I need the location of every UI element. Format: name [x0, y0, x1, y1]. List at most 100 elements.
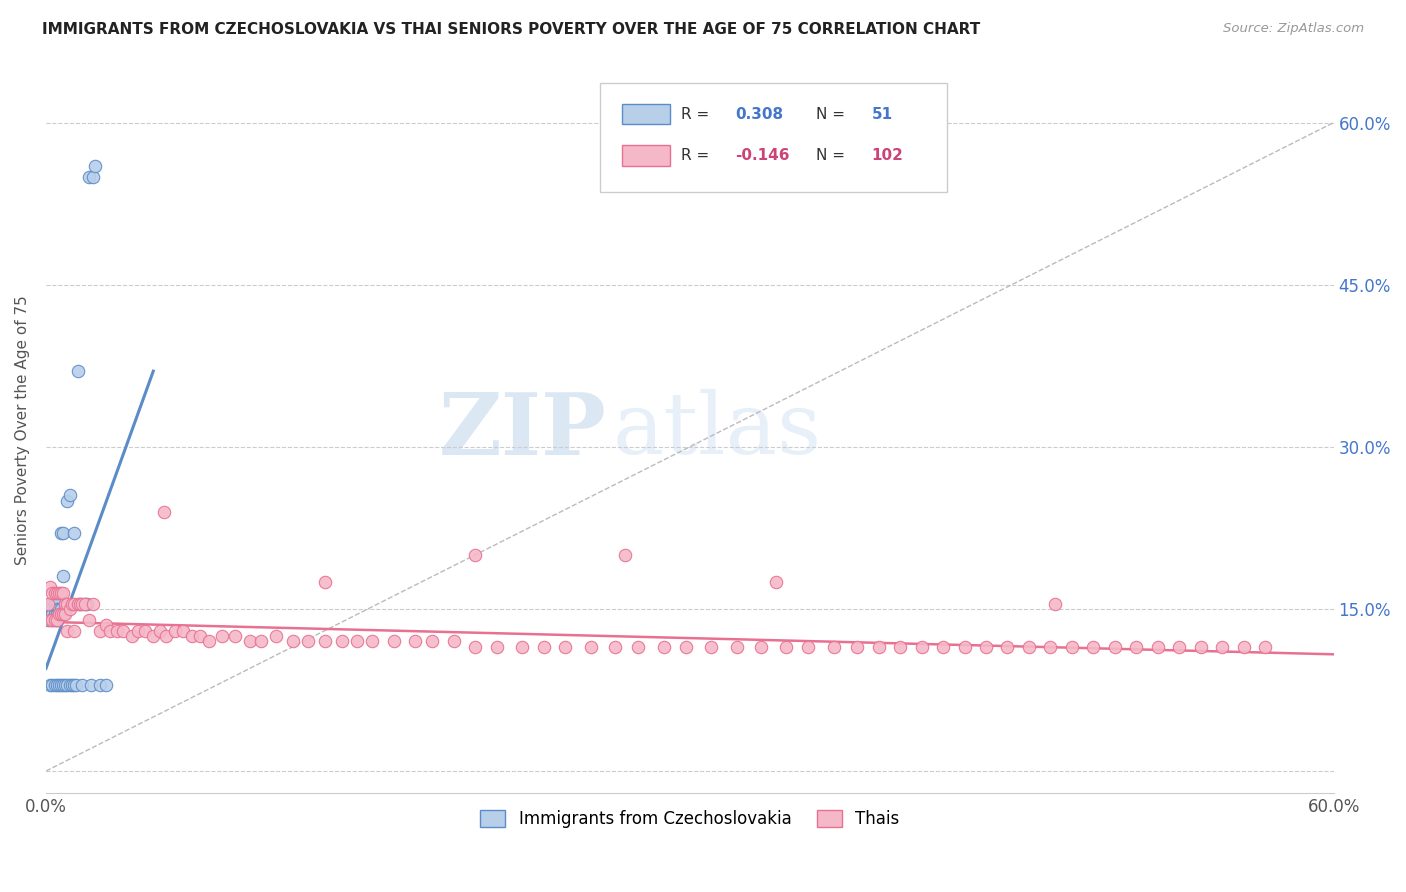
- Point: [45, 613, 67, 627]
- Point: [44, 677, 66, 691]
- Point: [346, 634, 368, 648]
- Point: [49, 602, 72, 616]
- Point: [45, 613, 67, 627]
- Point: [1060, 640, 1083, 654]
- Point: [464, 640, 486, 654]
- Point: [330, 634, 353, 648]
- Point: [58, 602, 80, 616]
- Point: [823, 640, 845, 654]
- Point: [121, 629, 143, 643]
- Point: [41, 607, 63, 622]
- Point: [77, 169, 100, 184]
- Point: [41, 613, 63, 627]
- Point: [889, 640, 911, 654]
- Point: [932, 640, 955, 654]
- Point: [56, 624, 79, 638]
- Point: [953, 640, 976, 654]
- Point: [94, 677, 117, 691]
- Text: 51: 51: [872, 107, 893, 121]
- Point: [56, 493, 79, 508]
- Point: [89, 624, 111, 638]
- Point: [1104, 640, 1126, 654]
- Point: [63, 597, 86, 611]
- Point: [1146, 640, 1168, 654]
- Point: [1232, 640, 1254, 654]
- Point: [41, 597, 63, 611]
- Point: [281, 634, 304, 648]
- Point: [1018, 640, 1040, 654]
- Text: atlas: atlas: [613, 389, 821, 472]
- Point: [39, 602, 62, 616]
- Point: [1189, 640, 1212, 654]
- Point: [76, 597, 98, 611]
- Point: [297, 634, 319, 648]
- Point: [239, 634, 262, 648]
- Point: [58, 488, 80, 502]
- Point: [44, 607, 66, 622]
- Point: [190, 629, 212, 643]
- Point: [198, 634, 221, 648]
- Point: [63, 624, 86, 638]
- Point: [420, 634, 443, 648]
- Point: [153, 505, 176, 519]
- Point: [82, 597, 104, 611]
- Point: [49, 526, 72, 541]
- Point: [53, 597, 76, 611]
- Point: [264, 629, 287, 643]
- Point: [44, 613, 66, 627]
- Point: [58, 677, 80, 691]
- Point: [485, 640, 508, 654]
- Point: [69, 597, 91, 611]
- Point: [725, 640, 748, 654]
- Point: [1043, 597, 1066, 611]
- Point: [675, 640, 697, 654]
- Point: [41, 613, 63, 627]
- Point: [45, 677, 67, 691]
- Point: [314, 574, 336, 589]
- Point: [94, 618, 117, 632]
- Point: [67, 597, 90, 611]
- Point: [48, 607, 70, 622]
- Point: [44, 597, 66, 611]
- Y-axis label: Seniors Poverty Over the Age of 75: Seniors Poverty Over the Age of 75: [15, 296, 30, 566]
- Point: [56, 677, 79, 691]
- Point: [44, 602, 66, 616]
- Point: [65, 677, 87, 691]
- Point: [464, 548, 486, 562]
- Point: [249, 634, 271, 648]
- Point: [39, 607, 62, 622]
- Text: R =: R =: [681, 148, 714, 163]
- Point: [60, 677, 83, 691]
- Point: [53, 597, 76, 611]
- Point: [112, 624, 135, 638]
- Point: [404, 634, 426, 648]
- Point: [614, 548, 637, 562]
- Point: [180, 629, 202, 643]
- Point: [44, 613, 66, 627]
- Text: 0.308: 0.308: [735, 107, 783, 121]
- Point: [579, 640, 602, 654]
- Point: [84, 159, 107, 173]
- Point: [1083, 640, 1105, 654]
- Point: [48, 607, 70, 622]
- Point: [974, 640, 997, 654]
- Point: [49, 677, 72, 691]
- Point: [77, 613, 100, 627]
- Point: [765, 574, 787, 589]
- Point: [80, 677, 103, 691]
- Point: [52, 569, 75, 583]
- Point: [41, 585, 63, 599]
- Point: [45, 597, 67, 611]
- Point: [45, 602, 67, 616]
- Point: [60, 597, 83, 611]
- Legend: Immigrants from Czechoslovakia, Thais: Immigrants from Czechoslovakia, Thais: [474, 804, 905, 835]
- Point: [1039, 640, 1062, 654]
- Point: [868, 640, 890, 654]
- Point: [53, 607, 76, 622]
- Point: [41, 602, 63, 616]
- Point: [48, 602, 70, 616]
- Point: [149, 624, 172, 638]
- Point: [554, 640, 576, 654]
- Point: [37, 602, 59, 616]
- Point: [72, 597, 94, 611]
